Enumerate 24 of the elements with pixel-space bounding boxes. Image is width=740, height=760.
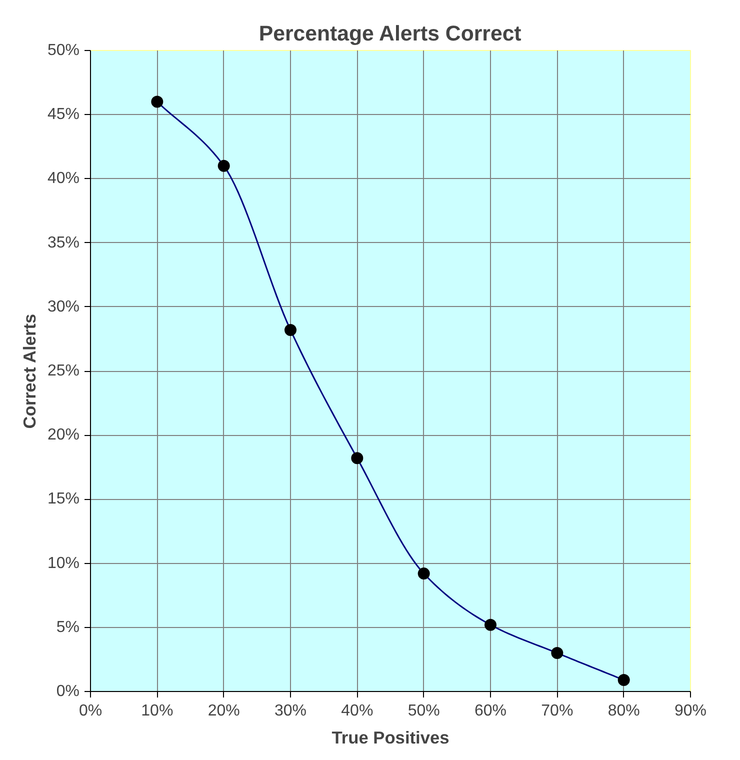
y-tick-label: 50% (47, 42, 80, 59)
y-tick-label: 5% (56, 618, 80, 636)
y-tick-label: 35% (47, 234, 80, 252)
y-tick-label: 45% (47, 106, 80, 124)
x-tick-label: 10% (141, 702, 174, 720)
x-tick-label: 40% (341, 702, 374, 720)
x-tick-label: 60% (474, 702, 507, 720)
x-tick-label: 0% (78, 702, 102, 720)
y-tick-label: 30% (47, 298, 80, 316)
x-tick-label: 30% (274, 702, 307, 720)
x-tick-label: 50% (408, 702, 440, 720)
x-tick-label: 90% (674, 702, 707, 720)
y-tick-label: 0% (56, 683, 80, 700)
x-tick-label: 20% (208, 702, 240, 720)
x-axis-title: True Positives (332, 728, 450, 748)
x-tick-label: 80% (608, 702, 640, 720)
y-tick-label: 10% (47, 554, 80, 572)
y-axis-title: Correct Alerts (19, 314, 40, 429)
y-tick-label: 20% (47, 426, 80, 444)
chart-title: Percentage Alerts Correct (258, 22, 522, 46)
y-tick-label: 25% (47, 362, 80, 380)
y-tick-label: 15% (47, 490, 80, 508)
x-tick-label: 70% (541, 702, 574, 720)
y-tick-label: 40% (47, 170, 80, 188)
